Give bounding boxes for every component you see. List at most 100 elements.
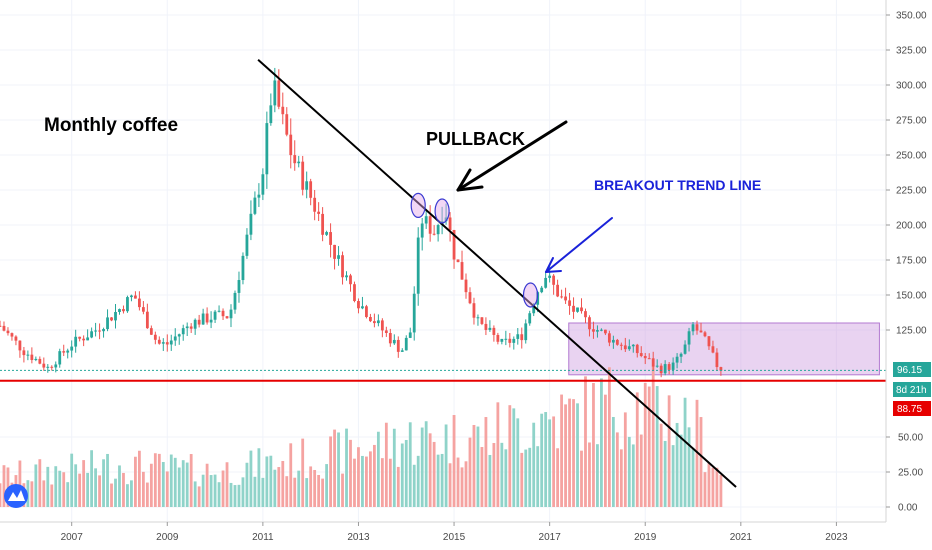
volume-bar	[261, 477, 265, 507]
candle-body	[707, 336, 711, 347]
candle-body	[221, 310, 225, 317]
volume-bar	[592, 383, 595, 507]
candle-body	[631, 344, 635, 347]
volume-bar	[524, 449, 528, 507]
volume-bar	[177, 467, 181, 507]
price-axis[interactable]: 350.00 325.00 300.00 275.00 250.00 225.00 200.…	[886, 11, 927, 337]
price-tick-label: 225.00	[896, 186, 927, 197]
candle-body	[412, 293, 416, 333]
range-box	[568, 322, 880, 376]
candle-body	[548, 275, 552, 278]
candle-body	[42, 363, 46, 368]
volume-bar	[293, 477, 297, 507]
volume-bar	[532, 422, 536, 507]
volume-bar	[130, 480, 133, 507]
volume-bar	[0, 483, 2, 507]
time-tick-label: 2021	[730, 532, 753, 543]
volume-bar	[496, 402, 500, 507]
volume-bar	[201, 474, 205, 507]
candle-body	[703, 332, 707, 337]
candle-body	[177, 334, 181, 337]
volume-bar	[122, 472, 125, 507]
candle-body	[189, 326, 193, 329]
volume-bar	[663, 440, 667, 507]
candle-body	[337, 255, 340, 259]
candle-body	[428, 216, 432, 234]
candle-body	[169, 340, 173, 345]
volume-bar	[309, 466, 313, 507]
volume-bar	[520, 452, 524, 507]
volume-bar	[153, 453, 157, 507]
volume-bar	[102, 459, 105, 507]
volume-bar	[472, 424, 476, 507]
candle-body	[671, 362, 675, 370]
candle-body	[18, 340, 22, 351]
candle-body	[361, 306, 364, 309]
candle-body	[205, 313, 209, 323]
time-tick-label: 2023	[825, 532, 848, 543]
candle-body	[6, 330, 10, 334]
volume-bar	[82, 460, 86, 507]
candle-body	[74, 336, 78, 347]
candle-body	[86, 337, 90, 341]
volume-bar	[512, 408, 516, 507]
volume-bar	[468, 437, 472, 507]
candle-body	[201, 313, 205, 325]
volume-bar	[66, 482, 70, 507]
volume-bar	[74, 464, 78, 507]
volume-bar	[285, 476, 289, 507]
candle-body	[400, 350, 404, 352]
time-axis[interactable]: 2007 2009 2011 2013 2015 2017 2019 2021 2023	[61, 522, 848, 543]
candle-body	[94, 330, 97, 332]
volume-bar	[30, 481, 34, 507]
time-tick-label: 2013	[347, 532, 370, 543]
touch-point-circle	[410, 192, 426, 218]
candle-body	[58, 351, 62, 365]
candle-body	[50, 366, 54, 368]
candle-body	[432, 233, 436, 235]
candle-body	[651, 358, 655, 367]
volume-bar	[345, 428, 348, 507]
candle-body	[560, 296, 563, 298]
volume-bar	[281, 460, 285, 507]
volume-bar	[173, 457, 177, 507]
volume-bar	[568, 398, 571, 507]
candle-body	[157, 339, 161, 344]
volume-bar	[548, 419, 552, 507]
candle-body	[623, 345, 627, 350]
volume-bar	[225, 462, 229, 507]
candle-body	[607, 333, 611, 343]
tradingview-logo-icon[interactable]	[4, 484, 28, 508]
volume-bar	[372, 444, 376, 507]
volume-bar	[161, 461, 165, 507]
volume-bar	[392, 428, 396, 507]
candle-body	[683, 344, 687, 354]
time-tick-label: 2007	[61, 532, 84, 543]
countdown-badge: 8d 21h	[893, 382, 931, 397]
downtrend-line[interactable]	[257, 59, 737, 488]
candle-body	[357, 301, 360, 309]
price-tick-label: 150.00	[896, 291, 927, 302]
candle-body	[305, 181, 309, 190]
candle-body	[611, 339, 615, 343]
candle-body	[349, 275, 352, 285]
candle-body	[38, 358, 42, 364]
volume-bar	[118, 465, 121, 507]
volume-bar	[62, 472, 66, 507]
candle-body	[695, 324, 699, 331]
volume-bar	[54, 466, 58, 507]
candle-body	[122, 309, 125, 312]
volume-bar	[424, 421, 428, 507]
volume-bar	[556, 448, 560, 507]
volume-bar	[189, 454, 193, 507]
candle-body	[70, 346, 74, 351]
volume-bar	[719, 474, 723, 507]
volume-bar	[540, 413, 544, 507]
candle-body	[134, 295, 137, 299]
volume-bar	[357, 447, 360, 507]
volume-bar	[611, 416, 615, 507]
candle-body	[161, 342, 165, 344]
candle-body	[568, 300, 571, 306]
volume-bar	[94, 468, 97, 507]
